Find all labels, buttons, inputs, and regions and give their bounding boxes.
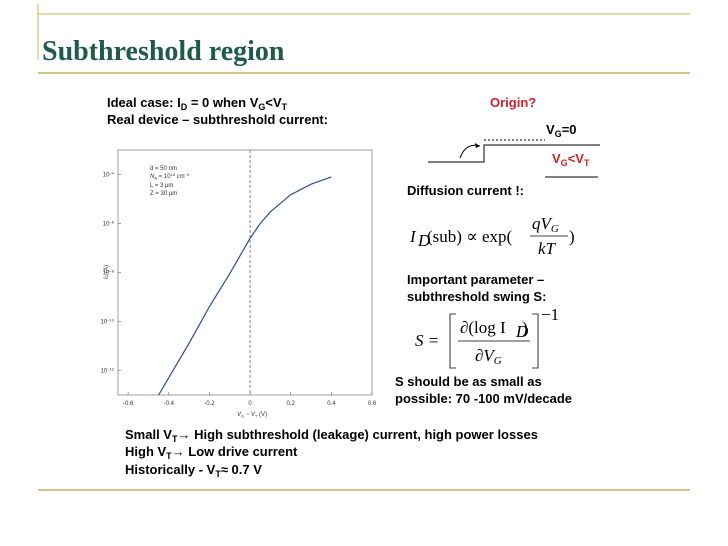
tick-power: −4	[109, 171, 114, 176]
step-diagram	[428, 139, 600, 178]
formula-text: −1	[541, 305, 559, 324]
formula-swing: S = ∂(log I) D ) ∂VG −1	[415, 305, 559, 369]
y-tick-label: 10−10	[101, 318, 115, 326]
swing-label: Important parameter –	[407, 272, 544, 287]
tick-base: 10	[103, 271, 110, 277]
formula-text: S =	[415, 331, 439, 350]
diffusion-label: Diffusion current !:	[407, 183, 524, 198]
bracket	[449, 313, 456, 369]
annotation: L = 3 µm	[150, 183, 173, 189]
formula-text: kT	[538, 239, 557, 258]
tick-base: 10	[101, 369, 108, 375]
formula-text: qVG	[532, 214, 559, 235]
tick-power: −8	[109, 269, 114, 274]
annotation: d = 50 nm	[150, 166, 177, 172]
x-tick-label: 0.6	[368, 401, 377, 407]
bottom-line: Small VT→ High subthreshold (leakage) cu…	[125, 427, 538, 444]
y-tick-label: 10−6	[103, 220, 115, 228]
x-tick-label: 0.4	[327, 401, 336, 407]
bottom-line: High VT→ Low drive current	[125, 444, 298, 461]
tick-power: −12	[107, 367, 115, 372]
y-axis-label: ID (A)	[104, 265, 110, 279]
swing-label: subthreshold swing S:	[407, 289, 546, 304]
formula-text: D	[515, 322, 529, 341]
plot: d = 50 nm NA = 1018 cm−3 L = 3 µm Z = 30…	[101, 149, 377, 419]
vg0-label: VG=0	[546, 122, 577, 139]
x-tick-label: -0.2	[204, 401, 215, 407]
formula-text: (sub) ∝ exp(	[427, 227, 512, 246]
annotation: NA = 1018 cm−3	[150, 172, 190, 181]
note: possible: 70 -100 mV/decade	[395, 391, 572, 406]
formula-text: )	[522, 318, 528, 337]
formula-diffusion: I D (sub) ∝ exp( qVG kT )	[409, 214, 575, 258]
note: S should be as small as	[395, 374, 542, 389]
x-tick-label: -0.6	[123, 401, 134, 407]
arrow-head	[475, 143, 480, 148]
tick-base: 10	[103, 173, 110, 179]
y-tick-label: 10−4	[103, 171, 115, 179]
x-tick-label: -0.4	[164, 401, 175, 407]
bottom-line: Historically - VT≈ 0.7 V	[125, 462, 262, 479]
formula-text: )	[569, 227, 575, 246]
tick-power: −6	[109, 220, 114, 225]
tick-base: 10	[103, 222, 110, 228]
x-axis-label: VG − VT (V)	[237, 412, 267, 419]
x-tick-label: 0	[248, 401, 252, 407]
origin-label: Origin?	[490, 95, 536, 110]
tick-base: 10	[101, 320, 108, 326]
tick-power: −10	[107, 318, 115, 323]
ideal-case: Ideal case: ID = 0 when VG<VT	[107, 95, 288, 112]
real-device: Real device – subthreshold current:	[107, 112, 328, 127]
y-tick-label: 10−8	[103, 269, 115, 277]
vglt-label: VG<VT	[552, 151, 590, 168]
formula-text: I	[409, 227, 417, 246]
x-tick-label: 0.2	[287, 401, 296, 407]
annotation: Z = 30 µm	[150, 191, 177, 197]
gate-step	[428, 144, 600, 163]
formula-text: ∂VG	[475, 346, 502, 367]
id-curve	[158, 176, 332, 396]
formula-text: ∂(log I)	[460, 318, 512, 337]
y-tick-label: 10−12	[101, 367, 115, 375]
formula-text: D	[417, 231, 431, 250]
bracket	[532, 313, 539, 369]
slide-title: Subthreshold region	[42, 36, 285, 67]
